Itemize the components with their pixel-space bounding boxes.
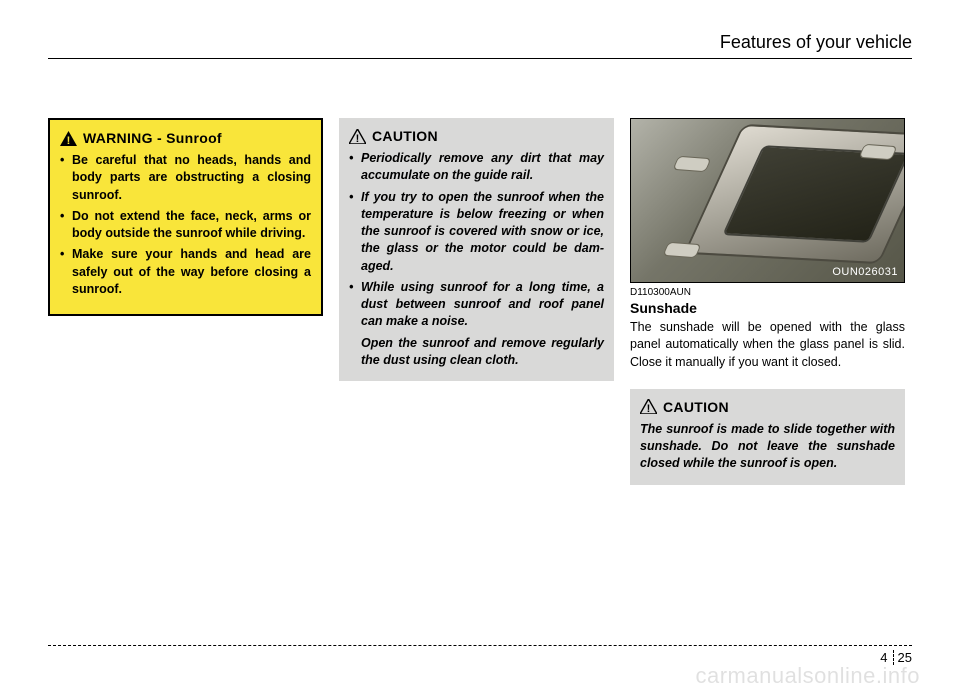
chapter-title: Features of your vehicle xyxy=(710,32,912,53)
photo-handle xyxy=(672,156,711,172)
section-body: The sunshade will be opened with the gla… xyxy=(630,319,905,371)
photo-handle xyxy=(858,144,897,160)
caution-item: If you try to open the sunroof when the … xyxy=(349,189,604,275)
warning-item: Do not extend the face, neck, arms or bo… xyxy=(60,208,311,243)
caution-item: Periodically remove any dirt that may ac… xyxy=(349,150,604,185)
sunroof-photo: OUN026031 xyxy=(630,118,905,283)
svg-text:!: ! xyxy=(356,133,360,144)
caution-2-title: CAUTION xyxy=(663,399,729,415)
photo-handle xyxy=(662,242,701,258)
section-title: Sunshade xyxy=(630,300,905,316)
caution-1-list: Periodically remove any dirt that may ac… xyxy=(349,150,604,331)
warning-title-text: WARNING xyxy=(83,130,153,146)
watermark: carmanualsonline.info xyxy=(695,663,920,689)
warning-title-sep: - xyxy=(157,130,166,146)
caution-1-header: ! CAUTION xyxy=(349,128,604,144)
section-code: D110300AUN xyxy=(630,287,905,298)
warning-box: ! WARNING - Sunroof Be careful that no h… xyxy=(48,118,323,316)
content-columns: ! WARNING - Sunroof Be careful that no h… xyxy=(48,118,912,485)
warning-triangle-icon: ! xyxy=(60,131,77,146)
caution-triangle-icon: ! xyxy=(349,129,366,144)
warning-list: Be careful that no heads, hands and body… xyxy=(60,152,311,298)
column-1: ! WARNING - Sunroof Be careful that no h… xyxy=(48,118,323,485)
photo-code: OUN026031 xyxy=(832,266,898,278)
caution-box-1: ! CAUTION Periodically remove any dirt t… xyxy=(339,118,614,381)
column-2: ! CAUTION Periodically remove any dirt t… xyxy=(339,118,614,485)
caution-2-header: ! CAUTION xyxy=(640,399,895,415)
caution-triangle-icon: ! xyxy=(640,399,657,414)
caution-box-2: ! CAUTION The sunroof is made to slide t… xyxy=(630,389,905,485)
warning-item: Make sure your hands and head are safely… xyxy=(60,246,311,298)
manual-page: Features of your vehicle ! WARNING - Sun… xyxy=(0,0,960,689)
svg-text:!: ! xyxy=(647,403,651,414)
warning-item: Be careful that no heads, hands and body… xyxy=(60,152,311,204)
caution-item: While using sunroof for a long time, a d… xyxy=(349,279,604,331)
caution-2-text: The sunroof is made to slide together wi… xyxy=(640,421,895,473)
page-header: Features of your vehicle xyxy=(48,30,912,70)
warning-subtitle: Sunroof xyxy=(166,130,222,146)
warning-title: WARNING - Sunroof xyxy=(83,130,222,146)
header-rule xyxy=(48,58,912,59)
caution-1-title: CAUTION xyxy=(372,128,438,144)
svg-text:!: ! xyxy=(67,135,71,146)
column-3: OUN026031 D110300AUN Sunshade The sunsha… xyxy=(630,118,905,485)
warning-header: ! WARNING - Sunroof xyxy=(60,130,311,146)
caution-1-trailing: Open the sunroof and remove regularly th… xyxy=(349,335,604,370)
